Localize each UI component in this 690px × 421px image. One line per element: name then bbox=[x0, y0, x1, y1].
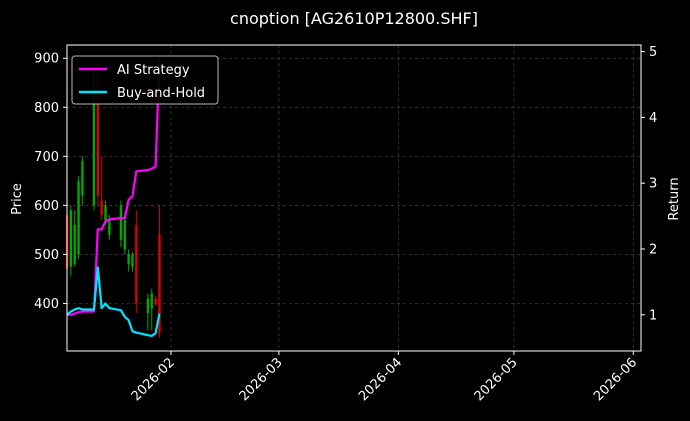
candle-body bbox=[127, 254, 130, 265]
candle-body bbox=[131, 254, 134, 267]
candle-body bbox=[69, 210, 73, 267]
candle bbox=[131, 251, 134, 272]
candle-body bbox=[73, 224, 76, 265]
legend-label-ai-strategy: AI Strategy bbox=[117, 63, 190, 78]
y-left-tick-label: 400 bbox=[34, 297, 59, 312]
candle bbox=[154, 296, 157, 306]
y-left-tick-label: 500 bbox=[34, 248, 59, 263]
candle bbox=[150, 288, 153, 331]
x-axis: 2026-02 2026-03 2026-04 2026-05 2026-06 bbox=[129, 351, 640, 404]
candle bbox=[123, 215, 126, 255]
x-tick-label: 2026-02 bbox=[129, 355, 178, 404]
candle-body bbox=[77, 180, 80, 255]
plot-area-frame bbox=[66, 44, 642, 352]
candle bbox=[119, 200, 123, 248]
y-right-tick-label: 1 bbox=[649, 308, 657, 323]
candle bbox=[81, 156, 84, 206]
candle-body bbox=[96, 77, 100, 196]
candle bbox=[127, 249, 130, 272]
candle-body bbox=[81, 161, 84, 196]
grid bbox=[67, 45, 641, 351]
candle-body bbox=[100, 200, 103, 216]
y-left-tick-label: 700 bbox=[34, 150, 59, 165]
candle-body bbox=[150, 293, 153, 309]
candle-body bbox=[135, 224, 138, 304]
candle bbox=[135, 210, 138, 314]
chart-title: cnoption [AG2610P12800.SHF] bbox=[230, 9, 478, 28]
y-right-tick-label: 4 bbox=[649, 111, 657, 126]
x-tick-label: 2026-05 bbox=[472, 355, 521, 404]
candle bbox=[73, 210, 76, 267]
candle-body bbox=[104, 205, 107, 221]
legend: AI Strategy Buy-and-Hold bbox=[71, 55, 219, 105]
y-axis-left: 400 500 600 700 800 900 bbox=[34, 52, 67, 312]
x-tick-label: 2026-06 bbox=[591, 355, 640, 404]
candle-body bbox=[119, 205, 123, 240]
series-lines bbox=[66, 58, 161, 337]
legend-label-buy-and-hold: Buy-and-Hold bbox=[117, 86, 205, 101]
series-line-ai-strategy bbox=[67, 58, 161, 316]
legend-box bbox=[71, 55, 219, 105]
series-line-buy-and-hold bbox=[66, 266, 161, 337]
candle bbox=[77, 175, 80, 260]
candle bbox=[69, 205, 73, 277]
y-right-tick-label: 2 bbox=[649, 243, 657, 258]
y-axis-right: 1 2 3 4 5 bbox=[641, 45, 657, 323]
x-tick-label: 2026-04 bbox=[356, 355, 405, 404]
candle-body bbox=[146, 298, 150, 314]
candle-body bbox=[108, 220, 111, 235]
candle-body bbox=[123, 220, 126, 250]
candle bbox=[100, 156, 103, 221]
candle bbox=[146, 293, 150, 331]
y-left-tick-label: 900 bbox=[34, 52, 59, 67]
y-right-tick-label: 3 bbox=[649, 177, 657, 192]
candle-body bbox=[158, 234, 161, 333]
y-axis-left-label: Price bbox=[10, 183, 25, 215]
y-left-tick-label: 800 bbox=[34, 101, 59, 116]
x-tick-label: 2026-03 bbox=[237, 355, 286, 404]
y-axis-right-label: Return bbox=[667, 177, 682, 220]
candle-body bbox=[92, 72, 96, 206]
candle-body bbox=[154, 298, 157, 305]
y-left-tick-label: 600 bbox=[34, 199, 59, 214]
y-right-tick-label: 5 bbox=[649, 45, 657, 60]
